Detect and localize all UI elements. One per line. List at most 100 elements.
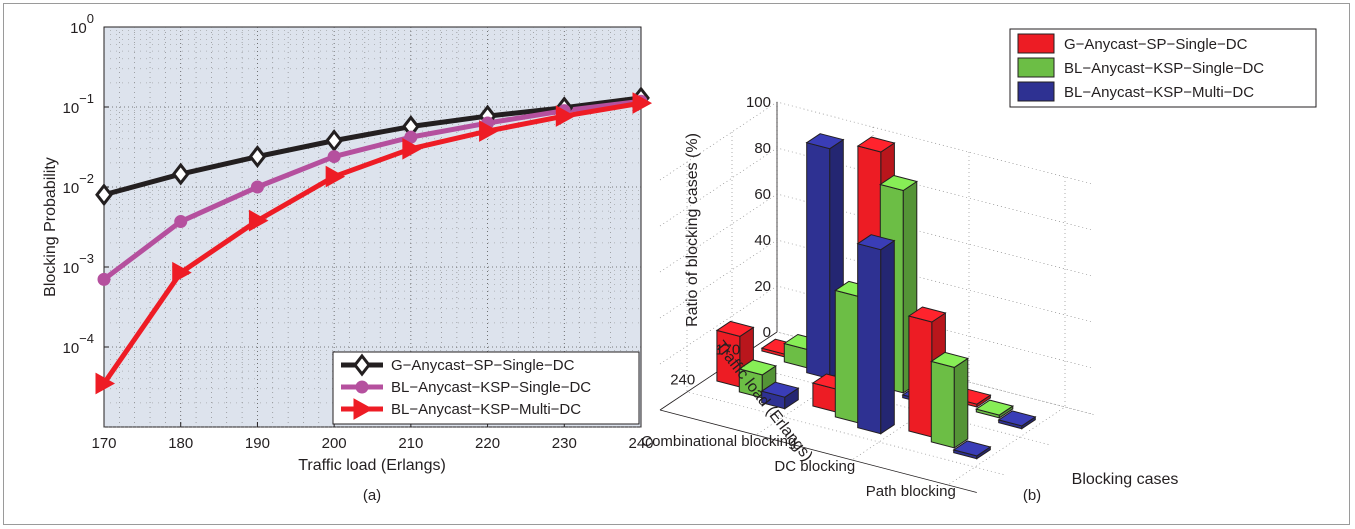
bar-front-face <box>857 243 882 435</box>
bar-front-face <box>806 142 831 380</box>
y-tick-base: 10 <box>70 20 87 37</box>
x-axis-line <box>659 409 977 493</box>
bar-top-face <box>715 320 755 337</box>
y-tick-label: 100 <box>70 11 94 37</box>
bar-top-face <box>952 440 992 457</box>
legend-label: BL−Anycast−KSP−Multi−DC <box>391 401 581 418</box>
data-point <box>172 261 192 284</box>
legend-label: BL−Anycast−KSP−Multi−DC <box>1064 84 1254 101</box>
grid-line <box>686 162 1004 475</box>
y-tick-exponent: −3 <box>79 251 94 266</box>
x-tick-label: 240 <box>628 435 653 452</box>
bar3d-chart-b: 0 20 40 60 80 100 170 240 Path blocking DC block… <box>641 28 1317 504</box>
bar-top-face <box>856 234 896 251</box>
y-tick-base: 10 <box>62 260 79 277</box>
bar-top-face <box>805 133 845 150</box>
y-tick-exponent: −2 <box>79 171 94 186</box>
bar-front-face <box>930 360 955 449</box>
bar-side-face <box>880 239 895 435</box>
bar-top-face <box>856 136 896 153</box>
legend-label: G−Anycast−SP−Single−DC <box>1064 36 1248 53</box>
series-line <box>102 98 642 282</box>
data-point <box>250 180 264 194</box>
data-point <box>327 150 341 164</box>
category-tick-label: DC blocking <box>774 458 855 475</box>
z-axis-label-b: Ratio of blocking cases (%) <box>684 133 701 327</box>
bar-top-face <box>997 410 1037 427</box>
data-point <box>325 165 346 188</box>
x-tick-label: 210 <box>398 435 423 452</box>
data-point <box>325 129 344 153</box>
ticks-a: 170 180 190 200 210 220 230 24010010−110−210−31… <box>62 11 653 452</box>
y-tick-exponent: −4 <box>79 331 94 346</box>
caption-b: (b) <box>1023 487 1041 504</box>
data-point <box>174 215 188 229</box>
y-tick-label: 10−2 <box>62 171 94 197</box>
series-line <box>103 95 642 198</box>
x-tick-label: 200 <box>322 435 347 452</box>
grid-line <box>851 152 970 461</box>
legend-a: G−Anycast−SP−Single−DC BL−Anycast−KSP−Sin… <box>332 351 640 425</box>
legend-marker <box>353 398 374 420</box>
y-tick-label: 10−1 <box>62 91 94 117</box>
bar-top-face <box>907 306 947 323</box>
bar-top-face <box>930 351 970 368</box>
series-line <box>101 100 642 385</box>
bar-top-face <box>879 174 919 192</box>
x-tick-label: 230 <box>552 435 577 452</box>
figure-frame <box>3 3 1350 525</box>
labels-b: 170 240 Path blocking DC blocking Combinatio… <box>641 342 956 500</box>
legend-box <box>1009 28 1317 108</box>
z-tick-label: 40 <box>754 232 771 249</box>
data-point <box>402 137 422 160</box>
series-lines-a <box>95 86 653 395</box>
data-point <box>95 183 113 207</box>
x-axis-label-b: Blocking cases <box>1072 471 1179 488</box>
y-tick-base: 10 <box>62 100 79 117</box>
bars-b <box>715 133 1037 460</box>
legend-swatch <box>1017 81 1055 102</box>
traffic-load-tick-label: 170 <box>715 342 740 359</box>
x-tick-label: 170 <box>91 435 116 452</box>
bar-top-face <box>975 399 1015 416</box>
legend-marker <box>355 380 369 394</box>
x-tick-label: 220 <box>475 435 500 452</box>
y-tick-base: 10 <box>62 340 79 357</box>
data-point <box>555 105 576 127</box>
y-tick-base: 10 <box>62 180 79 197</box>
bar-side-face <box>953 357 969 449</box>
z-tick-label: 0 <box>763 324 771 341</box>
data-point <box>632 92 653 114</box>
grid-a <box>104 27 641 428</box>
x-tick-label: 180 <box>168 435 193 452</box>
z-tick-label: 60 <box>754 186 771 203</box>
x-tick-label: 190 <box>245 435 270 452</box>
legend-box <box>332 351 640 425</box>
data-point <box>97 272 111 286</box>
legend-label: BL−Anycast−KSP−Single−DC <box>1064 60 1264 77</box>
z-tick-label: 100 <box>746 94 771 111</box>
line-chart-a: 170 180 190 200 210 220 230 24010010−110−210−31… <box>42 11 654 504</box>
category-tick-label: Path blocking <box>866 483 956 500</box>
bar-front-face <box>834 289 859 424</box>
caption-a: (a) <box>363 487 381 504</box>
legend-b: G−Anycast−SP−Single−DC BL−Anycast−KSP−Sin… <box>1009 28 1317 108</box>
legend-swatch <box>1017 33 1055 54</box>
category-tick-label: Combinational blocking <box>641 433 796 450</box>
legend-label: G−Anycast−SP−Single−DC <box>391 357 575 374</box>
data-point <box>248 145 267 169</box>
bar-top-face <box>760 381 800 398</box>
data-point <box>95 372 116 395</box>
legend-label: BL−Anycast−KSP−Single−DC <box>391 379 591 396</box>
x-axis-label-a: Traffic load (Erlangs) <box>298 457 446 474</box>
bar-front-face <box>908 315 933 438</box>
y-tick-label: 10−3 <box>62 251 94 277</box>
y-tick-exponent: −1 <box>79 91 94 106</box>
data-point <box>171 162 190 186</box>
z-tick-label: 80 <box>754 140 771 157</box>
y-tick-exponent: 0 <box>87 11 94 26</box>
legend-marker <box>353 353 371 377</box>
data-point <box>479 120 499 142</box>
traffic-load-tick-label: 240 <box>670 372 695 389</box>
